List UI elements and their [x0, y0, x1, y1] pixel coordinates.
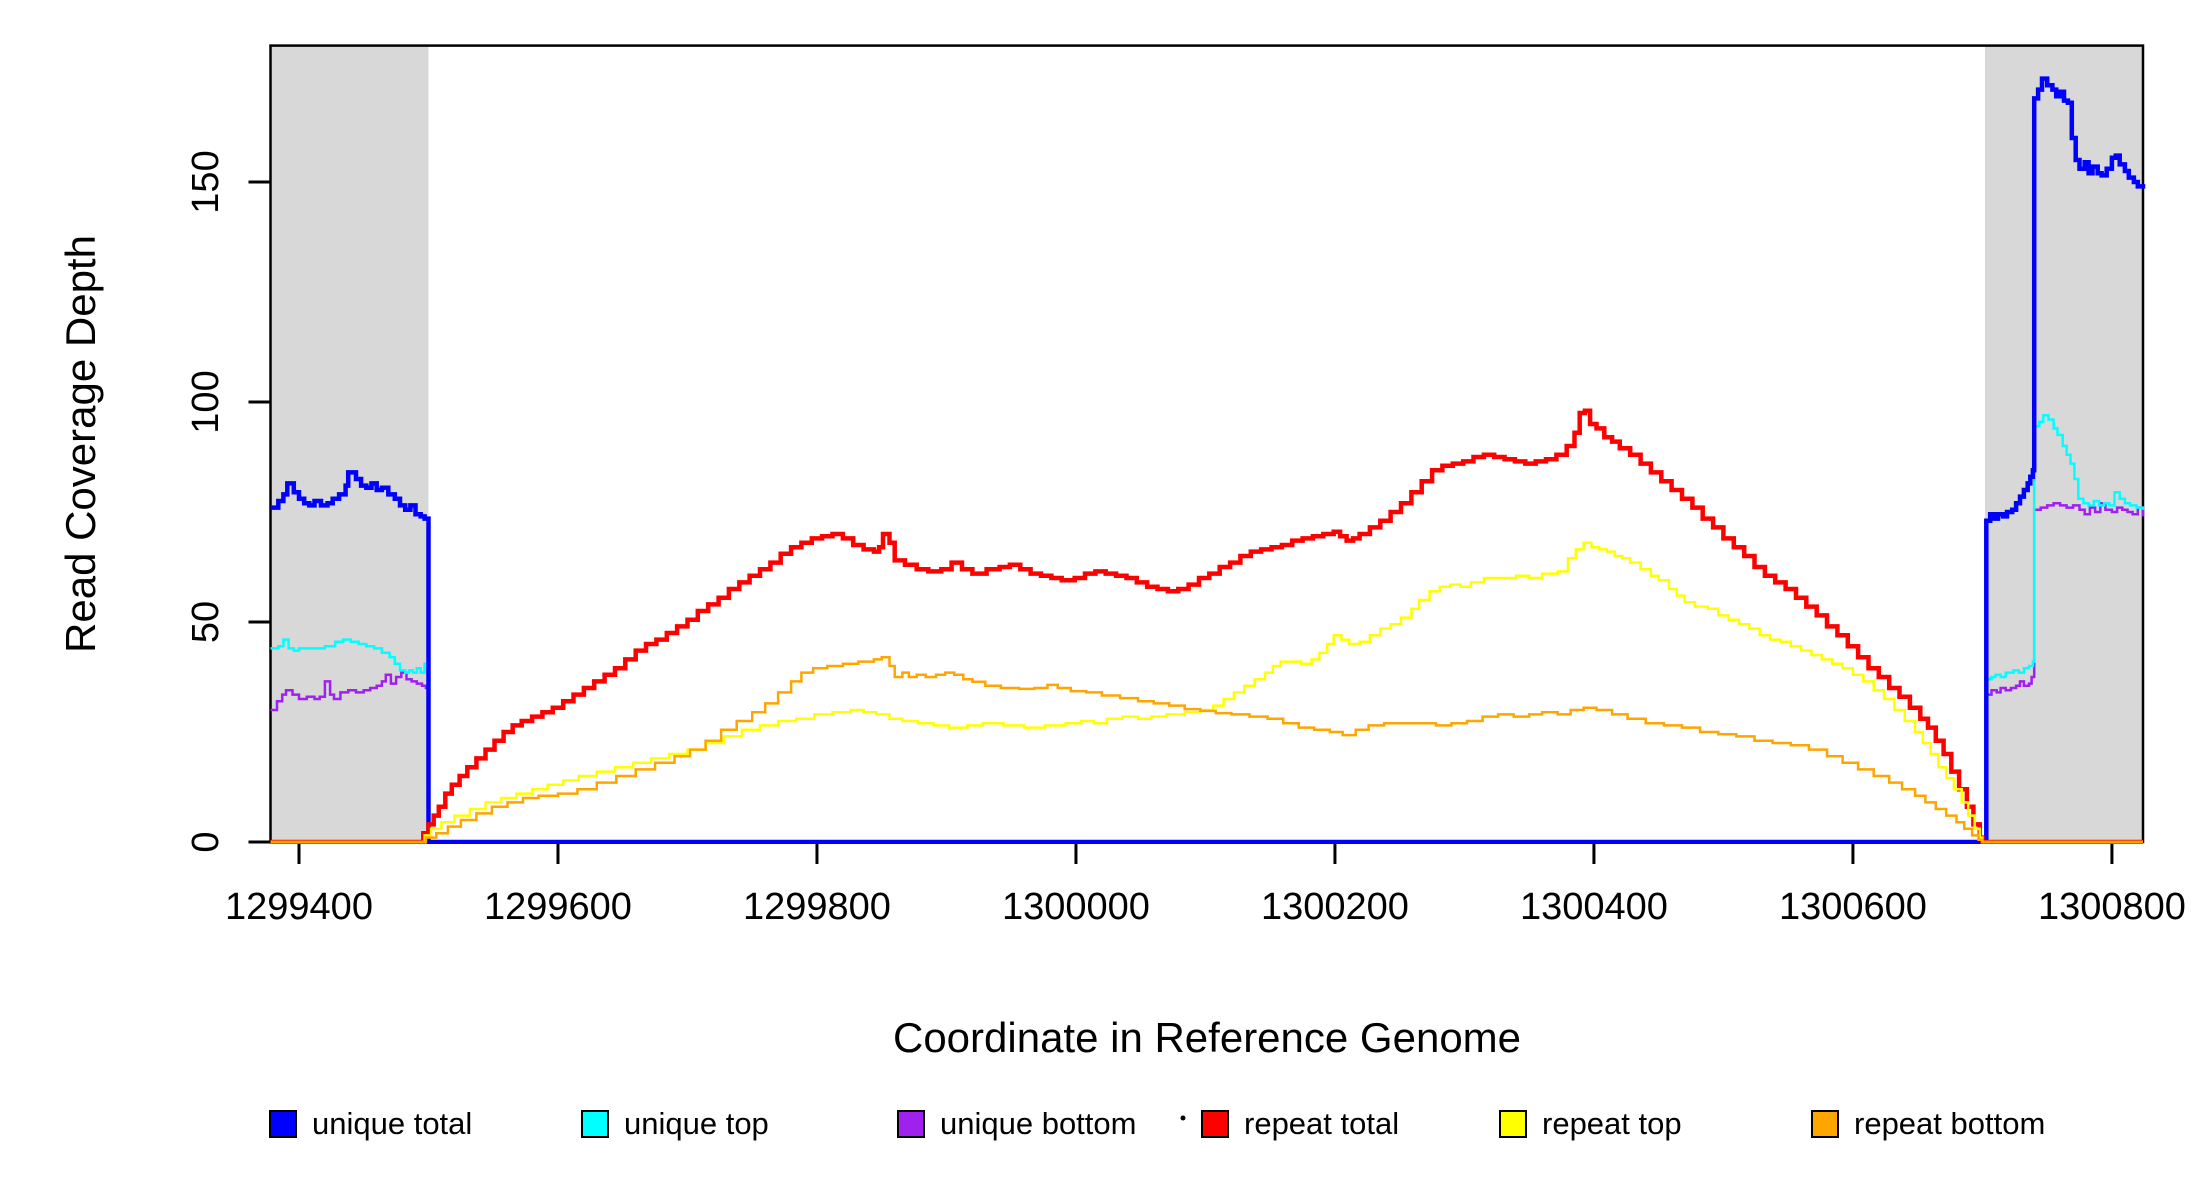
legend-label: unique top — [624, 1106, 769, 1141]
series-line-unique-top — [270, 413, 2145, 844]
legend-swatch-repeat-top — [1499, 1110, 1527, 1138]
legend-swatch-repeat-bottom — [1811, 1110, 1839, 1138]
legend-swatch-unique-top — [581, 1110, 609, 1138]
x-tick-label: 1299800 — [743, 886, 891, 928]
y-tick-label: 150 — [185, 150, 227, 213]
plot-border — [269, 44, 2145, 844]
legend-swatch-repeat-total — [1201, 1110, 1229, 1138]
stray-dot — [1180, 1115, 1186, 1121]
x-tick-label: 1299400 — [225, 886, 373, 928]
legend: unique total unique top unique bottom repea… — [269, 1106, 2045, 1141]
chart-layer: 1299400 1299600 1299800 1300000 1300200 13004… — [185, 44, 2186, 928]
series-line-unique-bottom — [270, 501, 2145, 844]
y-tick-label: 50 — [185, 601, 227, 643]
shaded-region — [1985, 45, 2143, 843]
series-line-repeat-top — [270, 541, 2143, 844]
x-tick-label: 1300400 — [1520, 886, 1668, 928]
x-tick-label: 1300600 — [1779, 886, 1927, 928]
legend-swatch-unique-total — [269, 1110, 297, 1138]
legend-label: repeat total — [1244, 1106, 1399, 1141]
x-tick-label: 1300800 — [2038, 886, 2186, 928]
legend-label: repeat bottom — [1854, 1106, 2045, 1141]
series-line-unique-total — [270, 76, 2146, 844]
legend-label: repeat top — [1542, 1106, 1682, 1141]
x-tick-label: 1300000 — [1002, 886, 1150, 928]
y-tick-label: 100 — [185, 370, 227, 433]
series-line-repeat-total — [270, 408, 2143, 844]
shaded-region — [270, 45, 429, 843]
series-line-repeat-bottom — [270, 655, 2143, 844]
x-tick-label: 1300200 — [1261, 886, 1409, 928]
x-axis-title: Coordinate in Reference Genome — [893, 1014, 1521, 1061]
legend-label: unique bottom — [940, 1106, 1136, 1141]
legend-label: unique total — [312, 1106, 472, 1141]
series-group — [270, 76, 2146, 844]
legend-swatch-unique-bottom — [897, 1110, 925, 1138]
y-tick-label: 0 — [185, 831, 227, 852]
y-axis-title: Read Coverage Depth — [57, 235, 104, 653]
x-tick-label: 1299600 — [484, 886, 632, 928]
